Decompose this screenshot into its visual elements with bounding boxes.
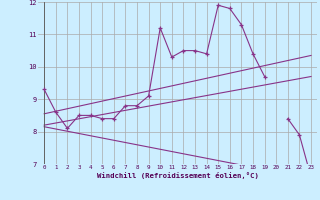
X-axis label: Windchill (Refroidissement éolien,°C): Windchill (Refroidissement éolien,°C) xyxy=(97,172,259,179)
